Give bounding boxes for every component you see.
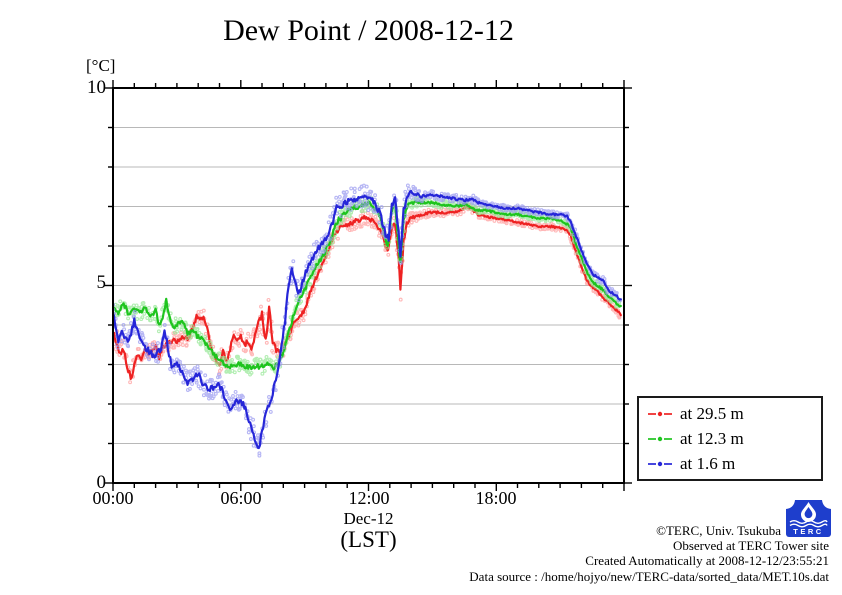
legend-marker-red-icon	[648, 411, 672, 416]
footer-created: Created Automatically at 2008-12-12/23:5…	[585, 553, 829, 569]
legend-item-12-3m: at 12.3 m	[647, 426, 821, 451]
y-axis-unit-label: [°C]	[86, 56, 116, 75]
chart-title: Dew Point / 2008-12-12	[223, 14, 514, 47]
legend-marker-blue-icon	[648, 461, 672, 466]
legend-label: at 12.3 m	[680, 428, 744, 448]
footer-source: Data source : /home/hojyo/new/TERC-data/…	[469, 568, 829, 584]
data-series	[113, 183, 623, 458]
legend-item-1-6m: at 1.6 m	[647, 451, 821, 476]
x-tick-label-1800: 18:00	[475, 488, 517, 508]
legend-label: at 1.6 m	[680, 453, 736, 473]
legend: at 29.5 m at 12.3 m at 1.6 m	[637, 396, 823, 481]
plot-frame	[112, 87, 625, 484]
footer-observed: Observed at TERC Tower site	[672, 538, 829, 554]
legend-item-29-5m: at 29.5 m	[647, 401, 821, 426]
x-tick-label-1200: 12:00	[348, 488, 390, 508]
x-tick-label-0000: 00:00	[92, 488, 134, 508]
terc-logo-icon: TERC	[786, 500, 831, 537]
series-at-29.5-m	[113, 202, 622, 385]
y-tick-label-5: 5	[96, 272, 107, 293]
x-axis-date-label: Dec-12	[343, 509, 394, 528]
x-tick-label-0600: 06:00	[220, 488, 262, 508]
legend-marker-green-icon	[648, 436, 672, 441]
logo-text: TERC	[793, 527, 823, 536]
y-tick-label-0: 0	[96, 472, 107, 493]
x-axis-tz-label: (LST)	[340, 527, 397, 552]
footer-copyright: ©TERC, Univ. Tsukuba	[656, 523, 781, 538]
gridlines	[113, 127, 624, 444]
footer-credits: ©TERC, Univ. Tsukuba Observed at TERC To…	[469, 523, 829, 584]
legend-label: at 29.5 m	[680, 403, 744, 423]
y-tick-label-10: 10	[87, 77, 106, 98]
